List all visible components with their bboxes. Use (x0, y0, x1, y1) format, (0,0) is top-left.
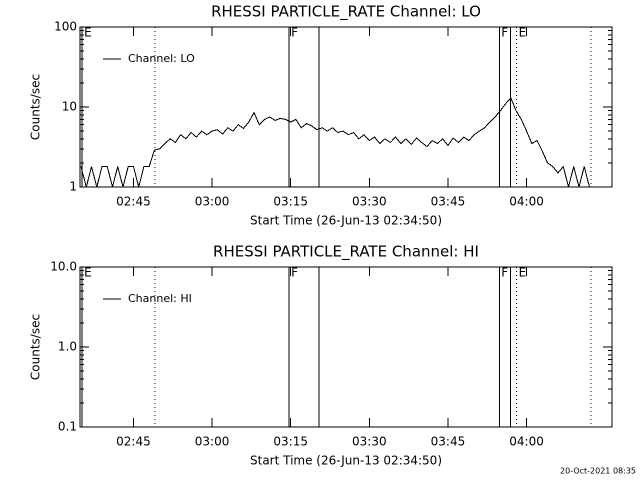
y-tick-label: 10 (62, 100, 77, 114)
x-tick-label: 03:45 (431, 195, 466, 209)
legend-label: Channel: HI (128, 292, 192, 305)
event-label: F (291, 266, 298, 280)
x-axis-label: Start Time (26-Jun-13 02:34:50) (250, 214, 442, 228)
x-tick-label: 02:45 (116, 435, 151, 449)
legend-label: Channel: LO (128, 52, 195, 65)
chart-title: RHESSI PARTICLE_RATE Channel: HI (213, 243, 479, 262)
y-tick-label: 10.0 (50, 260, 77, 274)
x-axis-label: Start Time (26-Jun-13 02:34:50) (250, 454, 442, 468)
x-tick-label: 03:00 (195, 435, 230, 449)
plot-frame (79, 266, 613, 428)
y-tick-label: 100 (54, 20, 77, 34)
chart-title: RHESSI PARTICLE_RATE Channel: LO (211, 3, 481, 22)
plot-frame (79, 26, 613, 188)
y-tick-label: 1.0 (58, 340, 77, 354)
y-tick-label: 1 (69, 180, 77, 194)
timestamp: 20-Oct-2021 08:35 (560, 467, 636, 476)
y-tick-label: 0.1 (58, 420, 77, 434)
x-tick-label: 02:45 (116, 195, 151, 209)
event-label: F (291, 26, 298, 40)
event-label: E (519, 266, 527, 280)
x-tick-label: 04:00 (509, 435, 544, 449)
event-label: F (501, 266, 508, 280)
data-line (80, 96, 590, 188)
x-tick-label: 03:45 (431, 435, 466, 449)
event-label: E (84, 266, 92, 280)
y-axis-label: Counts/sec (29, 74, 43, 140)
event-label: E (84, 26, 92, 40)
x-tick-label: 03:00 (195, 195, 230, 209)
x-tick-label: 03:30 (352, 435, 387, 449)
x-tick-label: 03:15 (273, 435, 308, 449)
x-tick-label: 03:30 (352, 195, 387, 209)
x-tick-label: 04:00 (509, 195, 544, 209)
x-tick-label: 03:15 (273, 195, 308, 209)
y-axis-label: Counts/sec (29, 314, 43, 380)
event-label: F (501, 26, 508, 40)
event-label: E (519, 26, 527, 40)
